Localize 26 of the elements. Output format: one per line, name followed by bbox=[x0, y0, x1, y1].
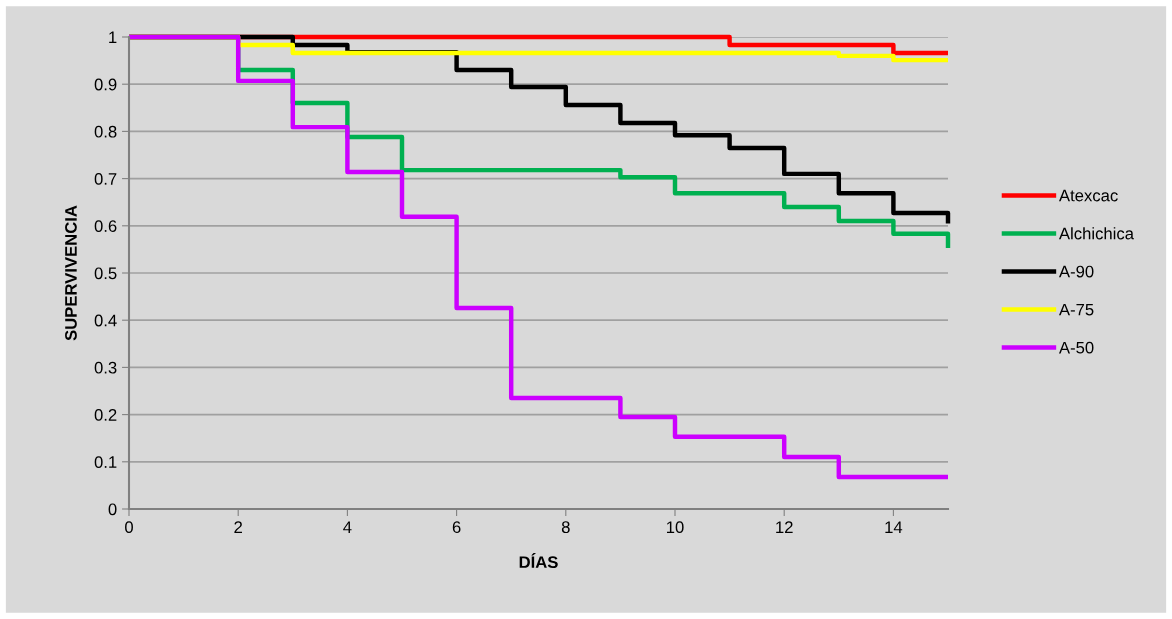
x-tick-label: 6 bbox=[452, 521, 461, 534]
x-tick-label: 10 bbox=[667, 521, 684, 534]
y-tick-label: 0 bbox=[108, 503, 117, 516]
x-tick-label: 4 bbox=[343, 521, 352, 533]
y-tick-label: 0.5 bbox=[94, 267, 117, 280]
legend-label: A-50 bbox=[1058, 341, 1094, 354]
x-tick-label: 12 bbox=[776, 521, 793, 533]
legend-label: A-90 bbox=[1058, 265, 1094, 278]
y-tick-label: 1 bbox=[109, 31, 117, 44]
y-axis-title: SUPERVIVENCIA bbox=[65, 205, 77, 341]
y-tick-label: 0.7 bbox=[94, 173, 117, 185]
y-tick-label: 0.8 bbox=[94, 125, 117, 138]
x-axis-title: DÍAS bbox=[519, 553, 558, 569]
x-tick-label: 2 bbox=[234, 521, 242, 533]
x-tick-label: 0 bbox=[125, 521, 133, 534]
legend-label: Atexcac bbox=[1058, 189, 1118, 202]
x-tick-label: 8 bbox=[561, 521, 570, 534]
legend-label: A-75 bbox=[1058, 303, 1094, 316]
x-tick-label: 14 bbox=[885, 521, 903, 533]
y-tick-label: 0.1 bbox=[94, 456, 117, 468]
y-tick-label: 0.9 bbox=[94, 78, 117, 91]
y-tick-label: 0.3 bbox=[94, 361, 117, 374]
y-tick-label: 0.4 bbox=[94, 314, 117, 327]
y-tick-label: 0.6 bbox=[94, 220, 117, 232]
legend-label: Alchichica bbox=[1058, 227, 1134, 240]
y-tick-label: 0.2 bbox=[94, 409, 117, 421]
